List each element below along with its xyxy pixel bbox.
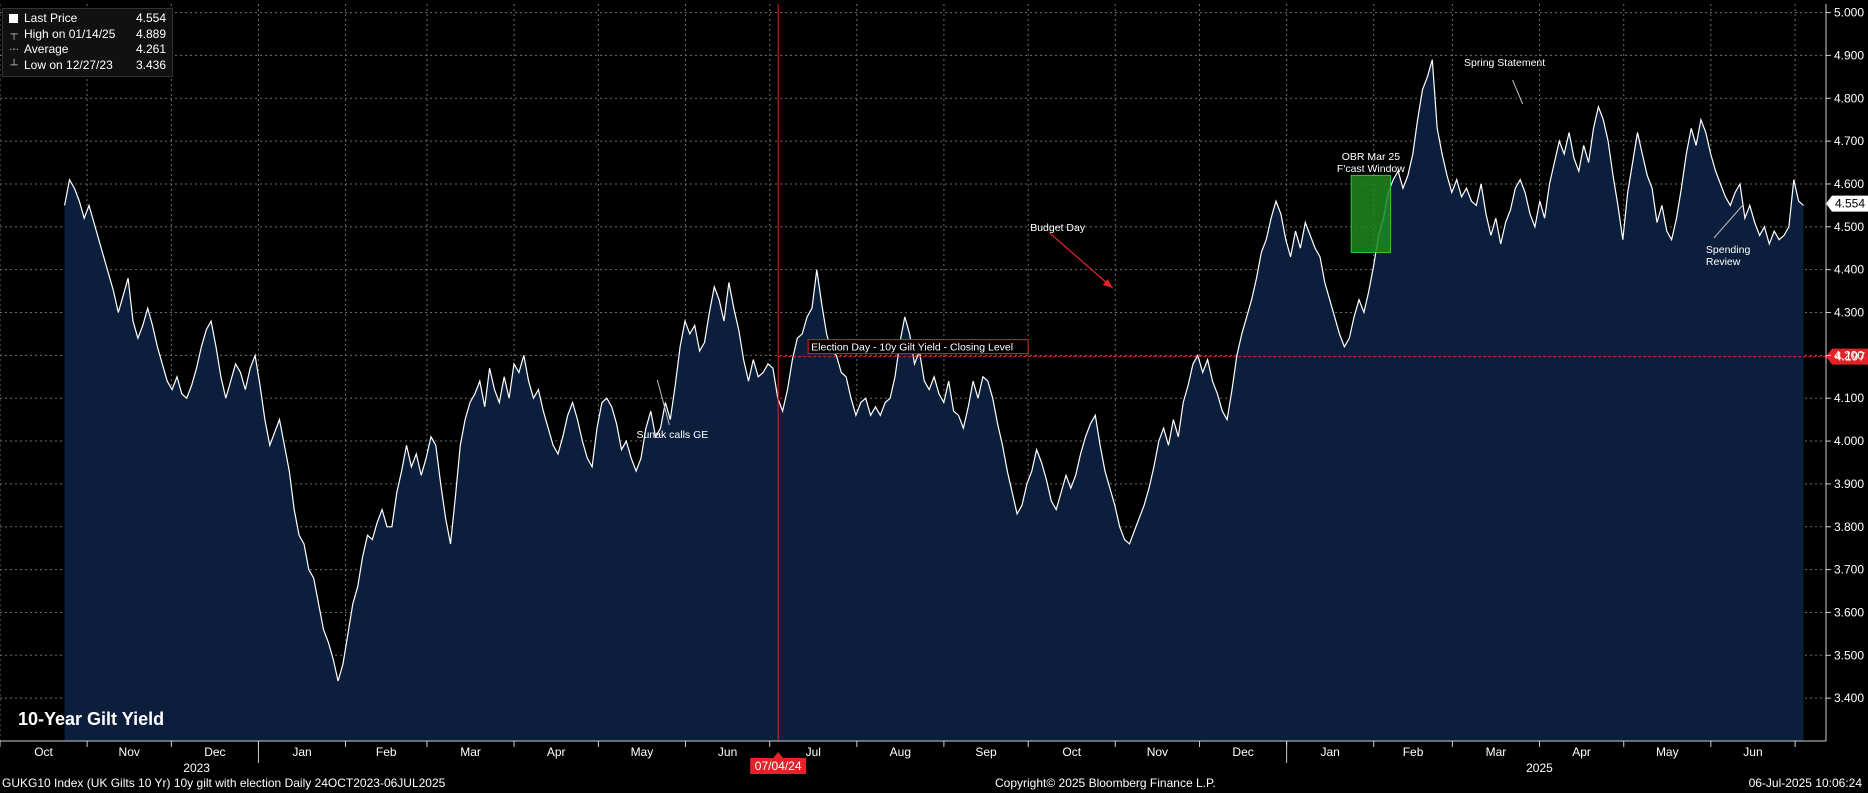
spending-arrow (1713, 204, 1744, 239)
obr-label-2: F'cast Window (1337, 163, 1405, 175)
x-tick-label: May (1656, 745, 1679, 759)
y-tick-label: 4.600 (1834, 177, 1864, 191)
legend-label: High on 01/14/25 (24, 26, 116, 41)
election-level-tag (1826, 348, 1868, 365)
y-tick-label: 4.800 (1834, 91, 1864, 105)
x-tick-label: Apr (547, 745, 566, 759)
x-tick-label: Jan (292, 745, 311, 759)
legend-label: Average (24, 42, 69, 56)
sunak-arrow (656, 379, 670, 426)
average-marker-icon: ·-· (9, 44, 19, 55)
election-date-tag (750, 758, 807, 774)
legend-item-low: ┴ Low on 12/27/23 3.436 (9, 58, 166, 74)
legend-value: 4.554 (136, 11, 167, 25)
year-label: 2023 (183, 761, 210, 775)
footer-ticker: GUKG10 Index (UK Gilts 10 Yr) 10y gilt w… (2, 776, 446, 790)
x-tick-label: Jan (1320, 745, 1339, 759)
footer-copyright: Copyright© 2025 Bloomberg Finance L.P. (995, 776, 1216, 790)
chart-title: 10-Year Gilt Yield (18, 709, 165, 729)
series-area (64, 59, 1804, 741)
x-tick-label: Dec (204, 745, 225, 759)
high-marker-icon: ┬ (10, 28, 18, 40)
election-date-label: 07/04/24 (755, 759, 802, 773)
spring-label: Spring Statement (1464, 57, 1545, 69)
x-tick-label: Feb (376, 745, 397, 759)
x-tick-label: May (631, 745, 654, 759)
axes: 3.400 3.500 3.600 3.700 3.800 3.900 4.000 4.100… (0, 4, 1864, 775)
x-tick-label: Jun (1743, 745, 1762, 759)
budget-arrowhead (1102, 279, 1113, 288)
last-price-tag (1826, 195, 1868, 212)
legend-label: Low on 12/27/23 (24, 57, 113, 72)
y-tick-label: 3.900 (1834, 477, 1864, 491)
y-tick-label: 4.900 (1834, 48, 1864, 62)
election-level-tag-label: 4.197 (1835, 350, 1865, 364)
y-tick-label: 4.200 (1834, 348, 1864, 362)
spring-arrow (1512, 79, 1524, 105)
x-tick-label: Aug (890, 745, 911, 759)
x-tick-label: Nov (1147, 745, 1168, 759)
legend-value: 3.436 (136, 57, 167, 72)
y-tick-label: 3.800 (1834, 520, 1864, 534)
budget-label: Budget Day (1030, 222, 1086, 234)
y-tick-label: 4.500 (1834, 220, 1864, 234)
x-tick-label: Mar (460, 745, 481, 759)
x-tick-label: Feb (1403, 745, 1424, 759)
legend-value: 4.889 (136, 26, 167, 41)
x-tick-label: Jul (806, 745, 821, 759)
y-tick-label: 3.400 (1834, 691, 1864, 705)
x-tick-label: Jun (718, 745, 737, 759)
x-tick-label: Dec (1232, 745, 1253, 759)
last-price-tag-label: 4.554 (1835, 197, 1865, 211)
y-tick-label: 4.400 (1834, 263, 1864, 277)
x-tick-label: Oct (34, 745, 53, 759)
y-tick-label: 5.000 (1834, 6, 1864, 20)
year-label: 2025 (1526, 761, 1553, 775)
sunak-label: Sunak calls GE (636, 429, 708, 441)
x-tick-label: Sep (975, 745, 997, 759)
election-date-pointer (773, 752, 784, 758)
x-tick-label: Nov (119, 745, 140, 759)
annotations: 07/04/24 Election Day - 10y Gilt Yield - … (636, 4, 1868, 774)
x-tick-label: Apr (1572, 745, 1591, 759)
spending-label-2: Review (1706, 256, 1741, 268)
square-icon (9, 14, 18, 24)
y-tick-label: 3.700 (1834, 563, 1864, 577)
y-tick-label: 4.300 (1834, 306, 1864, 320)
budget-arrow (1049, 232, 1114, 289)
low-marker-icon: ┴ (10, 59, 18, 71)
legend-item-high: ┬ High on 01/14/25 4.889 (9, 27, 166, 43)
x-tick-label: Mar (1486, 745, 1507, 759)
y-tick-label: 3.600 (1834, 605, 1864, 619)
y-tick-label: 4.100 (1834, 391, 1864, 405)
election-label: Election Day - 10y Gilt Yield - Closing … (811, 342, 1013, 354)
obr-label: OBR Mar 25 (1342, 151, 1401, 163)
y-tick-label: 4.700 (1834, 134, 1864, 148)
legend-value: 4.261 (136, 42, 167, 56)
legend-item-last-price: Last Price 4.554 (9, 11, 166, 27)
legend-label: Last Price (24, 11, 78, 25)
forecast-window (1350, 174, 1392, 254)
y-tick-label: 3.500 (1834, 648, 1864, 662)
legend-item-average: ·-· Average 4.261 (9, 42, 166, 58)
series-line (64, 59, 1804, 682)
legend: Last Price 4.554 ┬ High on 01/14/25 4.88… (2, 8, 174, 77)
y-tick-label: 4.000 (1834, 434, 1864, 448)
x-tick-label: Oct (1062, 745, 1081, 759)
footer-timestamp: 06-Jul-2025 10:06:24 (1748, 776, 1862, 790)
election-label-box (807, 339, 1029, 355)
spending-label: Spending (1706, 244, 1751, 256)
